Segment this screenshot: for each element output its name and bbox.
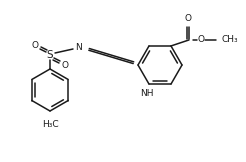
Text: H₃C: H₃C: [42, 120, 58, 129]
Text: O: O: [62, 60, 68, 69]
Text: N: N: [75, 42, 81, 52]
Text: O: O: [31, 40, 39, 50]
Text: O: O: [184, 14, 191, 23]
Text: CH₃: CH₃: [221, 35, 238, 44]
Text: S: S: [47, 50, 53, 60]
Text: O: O: [198, 35, 204, 44]
Text: NH: NH: [140, 89, 154, 98]
